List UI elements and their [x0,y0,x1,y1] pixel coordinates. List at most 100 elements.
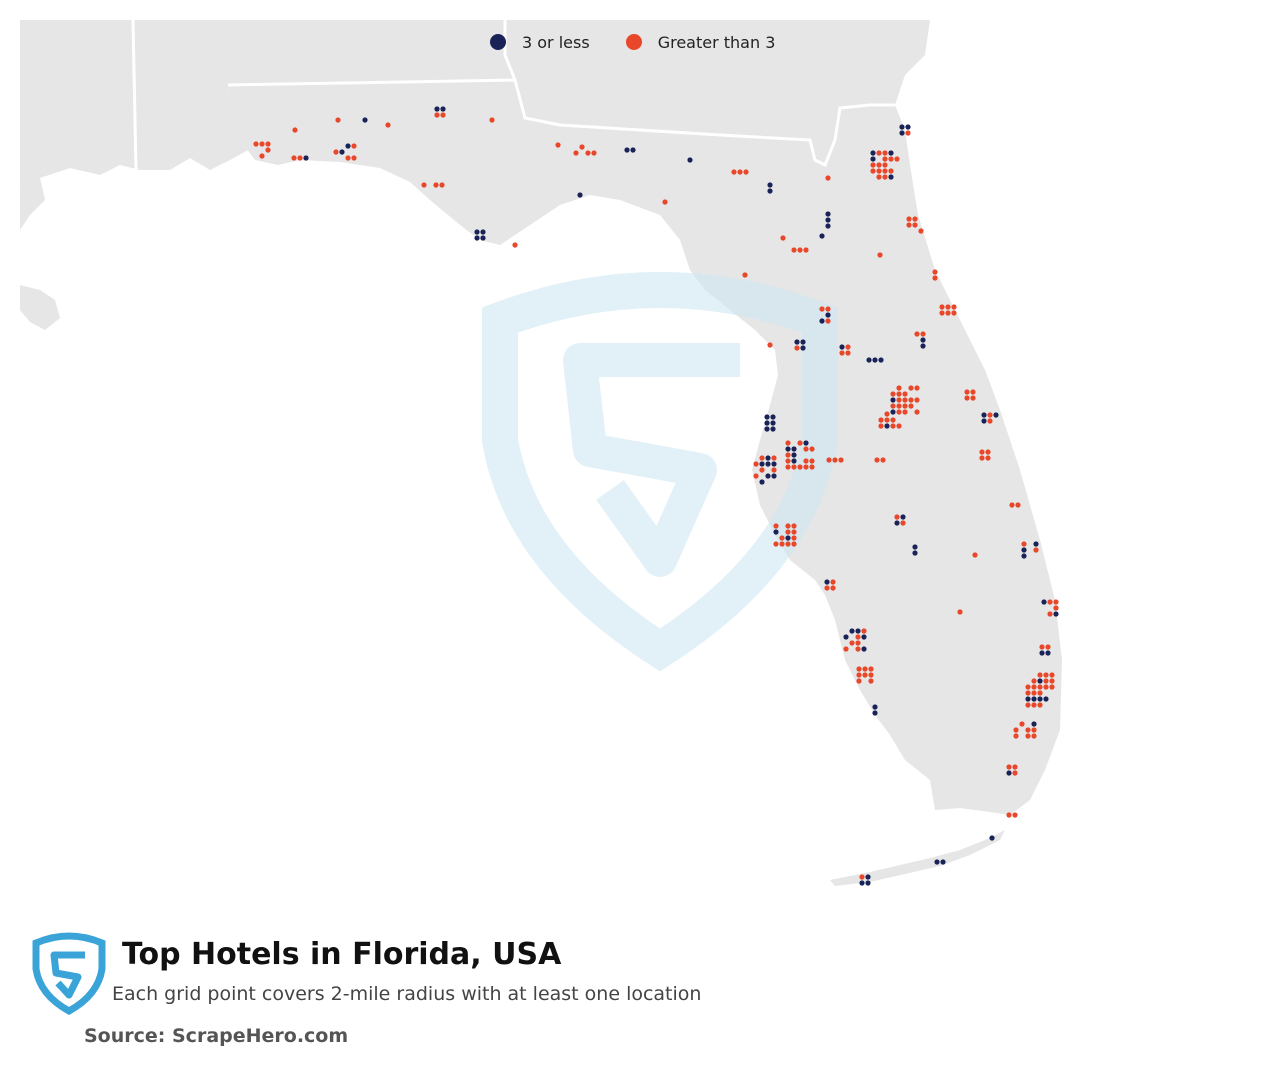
land-north [20,20,930,165]
grid-point-low [630,147,636,153]
grid-point-high [970,389,976,395]
grid-point-low [865,874,871,880]
grid-point-high [555,142,561,148]
grid-point-low [474,229,480,235]
grid-point-high [333,149,339,155]
grid-point-high [1009,502,1015,508]
grid-point-high [351,143,357,149]
grid-point-low [912,550,918,556]
grid-point-high [894,156,900,162]
grid-point-high [902,391,908,397]
grid-point-high [1053,599,1059,605]
grid-point-high [987,418,993,424]
grid-point-low [890,397,896,403]
grid-point-high [908,385,914,391]
grid-point-high [890,417,896,423]
grid-point-high [877,252,883,258]
grid-point-high [742,272,748,278]
grid-point-high [905,130,911,136]
grid-point-low [981,412,987,418]
grid-point-high [945,304,951,310]
grid-point-high [845,350,851,356]
grid-point-low [345,143,351,149]
grid-point-high [439,182,445,188]
grid-point-high [797,464,803,470]
grid-point-low [791,458,797,464]
grid-point-high [1033,547,1039,553]
grid-point-low [899,124,905,130]
grid-point-low [624,147,630,153]
grid-point-high [1025,733,1031,739]
grid-point-high [1031,727,1037,733]
grid-point-high [1006,764,1012,770]
grid-point-high [906,222,912,228]
grid-point-low [759,461,765,467]
grid-point-low [825,223,831,229]
grid-point-high [767,342,773,348]
grid-point-high [912,222,918,228]
grid-point-high [826,457,832,463]
grid-point-high [914,385,920,391]
grid-point-high [862,666,868,672]
grid-point-low [825,312,831,318]
grid-point-high [1047,599,1053,605]
grid-point-low [825,217,831,223]
grid-point-high [753,473,759,479]
grid-point-low [474,235,480,241]
grid-point-high [809,446,815,452]
grid-point-low [855,628,861,634]
grid-point-low [770,426,776,432]
grid-point-high [876,150,882,156]
grid-point-high [824,585,830,591]
grid-point-high [785,458,791,464]
grid-point-high [914,331,920,337]
grid-point-high [803,464,809,470]
legend-dot-high [625,34,642,50]
grid-point-low [765,473,771,479]
grid-point-high [1037,690,1043,696]
grid-point-low [866,357,872,363]
grid-point-high [884,417,890,423]
grid-point-high [896,409,902,415]
grid-point-low [934,859,940,865]
grid-point-low [770,414,776,420]
grid-point-high [440,112,446,118]
grid-point-low [920,337,926,343]
legend: 3 or less Greater than 3 [490,30,811,54]
grid-point-low [872,357,878,363]
grid-point-high [662,199,668,205]
grid-point-high [932,275,938,281]
grid-point-high [809,464,815,470]
grid-point-low [920,343,926,349]
state-border-ms-al [131,19,138,171]
grid-point-low [884,423,890,429]
grid-point-high [939,304,945,310]
grid-point-low [859,880,865,886]
grid-point-high [1037,684,1043,690]
grid-point-low [794,339,800,345]
grid-point-high [803,446,809,452]
grid-point-high [1021,541,1027,547]
grid-point-high [797,440,803,446]
grid-point-high [803,458,809,464]
grid-point-high [979,449,985,455]
grid-point-high [888,156,894,162]
map-title: Top Hotels in Florida, USA [122,937,562,972]
grid-point-low [1037,696,1043,702]
grid-point-low [1039,650,1045,656]
grid-point-high [253,141,259,147]
grid-point-high [1013,727,1019,733]
dots-layer [253,106,1059,886]
grid-point-low [824,579,830,585]
grid-point-high [868,666,874,672]
grid-point-high [771,455,777,461]
grid-point-low [1021,553,1027,559]
grid-point-high [906,216,912,222]
grid-point-high [759,467,765,473]
grid-point-low [800,339,806,345]
grid-point-high [890,391,896,397]
grid-point-high [918,228,924,234]
source-credit: Source: ScrapeHero.com [84,1025,349,1047]
grid-point-low [1041,599,1047,605]
grid-point-high [894,514,900,520]
